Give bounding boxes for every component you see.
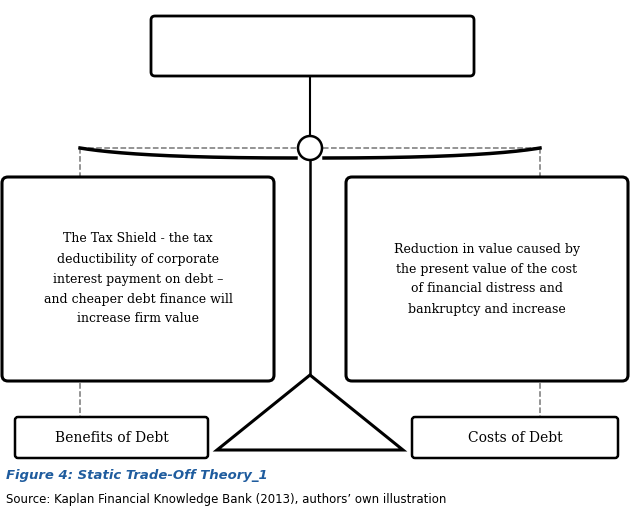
Polygon shape	[217, 375, 403, 450]
Text: Reduction in value caused by
the present value of the cost
of financial distress: Reduction in value caused by the present…	[394, 242, 580, 315]
Text: Static Trade-Off Theory: Static Trade-Off Theory	[221, 39, 404, 53]
Circle shape	[298, 136, 322, 160]
FancyBboxPatch shape	[346, 177, 628, 381]
Text: Benefits of Debt: Benefits of Debt	[55, 431, 168, 444]
Text: Costs of Debt: Costs of Debt	[468, 431, 562, 444]
Text: Figure 4: Static Trade-Off Theory_1: Figure 4: Static Trade-Off Theory_1	[6, 469, 268, 481]
FancyBboxPatch shape	[2, 177, 274, 381]
FancyBboxPatch shape	[151, 16, 474, 76]
Text: The Tax Shield - the tax
deductibility of corporate
interest payment on debt –
a: The Tax Shield - the tax deductibility o…	[44, 233, 232, 325]
FancyBboxPatch shape	[412, 417, 618, 458]
FancyBboxPatch shape	[15, 417, 208, 458]
Text: Source: Kaplan Financial Knowledge Bank (2013), authors’ own illustration: Source: Kaplan Financial Knowledge Bank …	[6, 494, 446, 506]
